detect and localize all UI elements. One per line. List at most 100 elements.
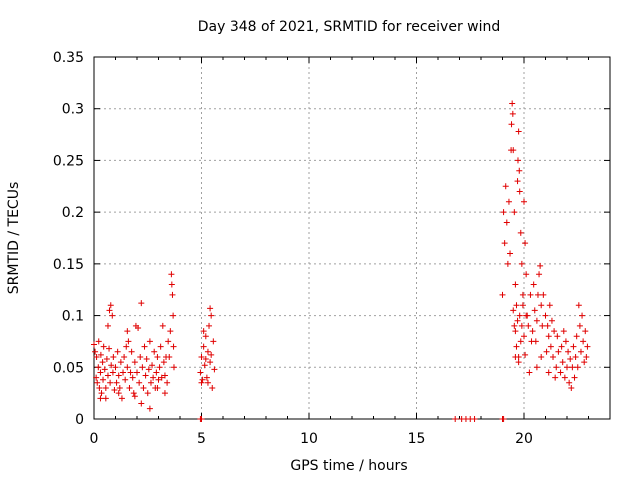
- data-point: [120, 369, 127, 376]
- data-point: [170, 364, 177, 371]
- data-point: [557, 369, 564, 376]
- data-point: [514, 157, 521, 164]
- data-point: [102, 384, 109, 391]
- data-point: [555, 348, 562, 355]
- data-point: [505, 198, 512, 205]
- data-point: [548, 317, 555, 324]
- data-point: [139, 364, 146, 371]
- data-point: [97, 395, 104, 402]
- data-point: [170, 343, 177, 350]
- data-point: [201, 362, 208, 369]
- data-point: [527, 291, 534, 298]
- data-point: [103, 356, 110, 363]
- data-point: [511, 209, 518, 216]
- data-point: [584, 343, 591, 350]
- data-point: [522, 351, 529, 358]
- data-point: [511, 322, 518, 329]
- data-point: [130, 390, 137, 397]
- data-point: [161, 372, 168, 379]
- data-point: [203, 374, 210, 381]
- data-point: [96, 384, 103, 391]
- data-point: [198, 353, 205, 360]
- data-point: [107, 302, 114, 309]
- data-point: [513, 343, 520, 350]
- data-point: [117, 359, 124, 366]
- data-point: [124, 364, 131, 371]
- data-point: [521, 333, 527, 340]
- grid-lines: [94, 57, 610, 419]
- data-point: [566, 379, 573, 386]
- data-point: [573, 333, 580, 340]
- data-point: [104, 322, 111, 329]
- data-point: [583, 353, 590, 360]
- data-point: [513, 302, 520, 309]
- x-tick-label: 15: [408, 431, 426, 447]
- data-point: [125, 338, 132, 345]
- data-point: [169, 291, 176, 298]
- data-point: [158, 374, 165, 381]
- data-point: [534, 291, 541, 298]
- data-point: [164, 379, 171, 386]
- data-point: [547, 343, 554, 350]
- data-point: [168, 271, 175, 278]
- data-point: [97, 351, 104, 358]
- data-point: [517, 338, 524, 345]
- data-point: [512, 328, 519, 335]
- data-point: [533, 364, 540, 371]
- data-point: [564, 364, 570, 371]
- data-point: [113, 379, 120, 386]
- data-point: [95, 364, 102, 371]
- data-point: [124, 328, 131, 335]
- data-point: [166, 353, 173, 360]
- data-point: [533, 317, 540, 324]
- data-point: [540, 291, 547, 298]
- y-tick-label: 0.05: [53, 360, 84, 376]
- data-point: [510, 147, 517, 154]
- data-point: [106, 345, 113, 352]
- data-point: [518, 260, 525, 267]
- data-point: [202, 333, 209, 340]
- data-point: [452, 416, 459, 422]
- data-point: [538, 353, 545, 360]
- data-point: [141, 343, 148, 350]
- data-point: [137, 353, 144, 360]
- data-point: [131, 393, 138, 400]
- data-point: [528, 338, 535, 345]
- data-point: [510, 307, 517, 314]
- data-point: [150, 374, 157, 381]
- data-point: [154, 353, 161, 360]
- data-point: [565, 348, 572, 355]
- data-point: [551, 328, 558, 335]
- data-point: [198, 379, 205, 386]
- data-point: [517, 229, 524, 236]
- data-point: [208, 351, 215, 358]
- data-point: [143, 356, 150, 363]
- x-tick-label: 5: [197, 431, 206, 447]
- data-point: [559, 359, 566, 366]
- data-point: [512, 353, 519, 360]
- data-point: [146, 405, 153, 412]
- data-point: [518, 322, 525, 329]
- data-point: [211, 366, 218, 373]
- data-point: [471, 416, 478, 422]
- data-point: [509, 100, 516, 107]
- x-axis-label: GPS time / hours: [290, 458, 407, 474]
- data-point: [500, 416, 507, 422]
- data-point: [91, 341, 97, 348]
- data-point: [197, 369, 204, 376]
- data-point: [561, 374, 568, 381]
- data-point: [543, 348, 550, 355]
- data-point: [545, 333, 552, 340]
- data-point: [558, 343, 565, 350]
- data-point: [167, 328, 174, 335]
- data-point: [207, 305, 214, 312]
- data-point: [93, 374, 100, 381]
- data-point: [582, 328, 589, 335]
- data-point: [515, 128, 522, 135]
- data-point: [94, 379, 101, 386]
- data-point: [114, 348, 121, 355]
- data-point: [553, 364, 560, 371]
- data-point: [570, 343, 577, 350]
- y-tick-label: 0.2: [62, 205, 84, 221]
- y-tick-label: 0.1: [62, 309, 84, 325]
